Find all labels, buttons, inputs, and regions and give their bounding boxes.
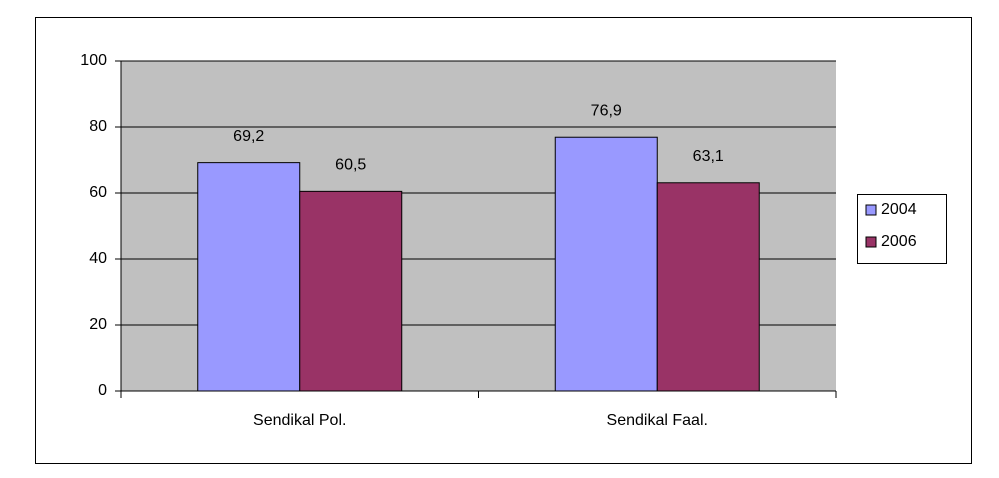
legend-swatch bbox=[865, 204, 877, 216]
bar bbox=[554, 136, 658, 392]
legend-swatch bbox=[865, 236, 877, 248]
y-tick-label: 0 bbox=[98, 382, 107, 399]
legend-label: 2004 bbox=[881, 201, 917, 218]
value-label: 76,9 bbox=[591, 102, 622, 119]
y-tick-label: 80 bbox=[89, 118, 107, 135]
y-tick-label: 60 bbox=[89, 184, 107, 201]
y-tick-label: 40 bbox=[89, 250, 107, 267]
value-label: 63,1 bbox=[693, 148, 724, 165]
bar bbox=[197, 162, 301, 392]
legend-label: 2006 bbox=[881, 233, 917, 250]
x-tick-label: Sendikal Pol. bbox=[253, 412, 346, 429]
value-label: 69,2 bbox=[233, 128, 264, 145]
bar bbox=[656, 182, 760, 392]
value-label: 60,5 bbox=[335, 157, 366, 174]
y-tick-label: 20 bbox=[89, 316, 107, 333]
y-tick-label: 100 bbox=[80, 52, 107, 69]
x-tick-label: Sendikal Faal. bbox=[607, 412, 708, 429]
bar bbox=[299, 190, 403, 392]
